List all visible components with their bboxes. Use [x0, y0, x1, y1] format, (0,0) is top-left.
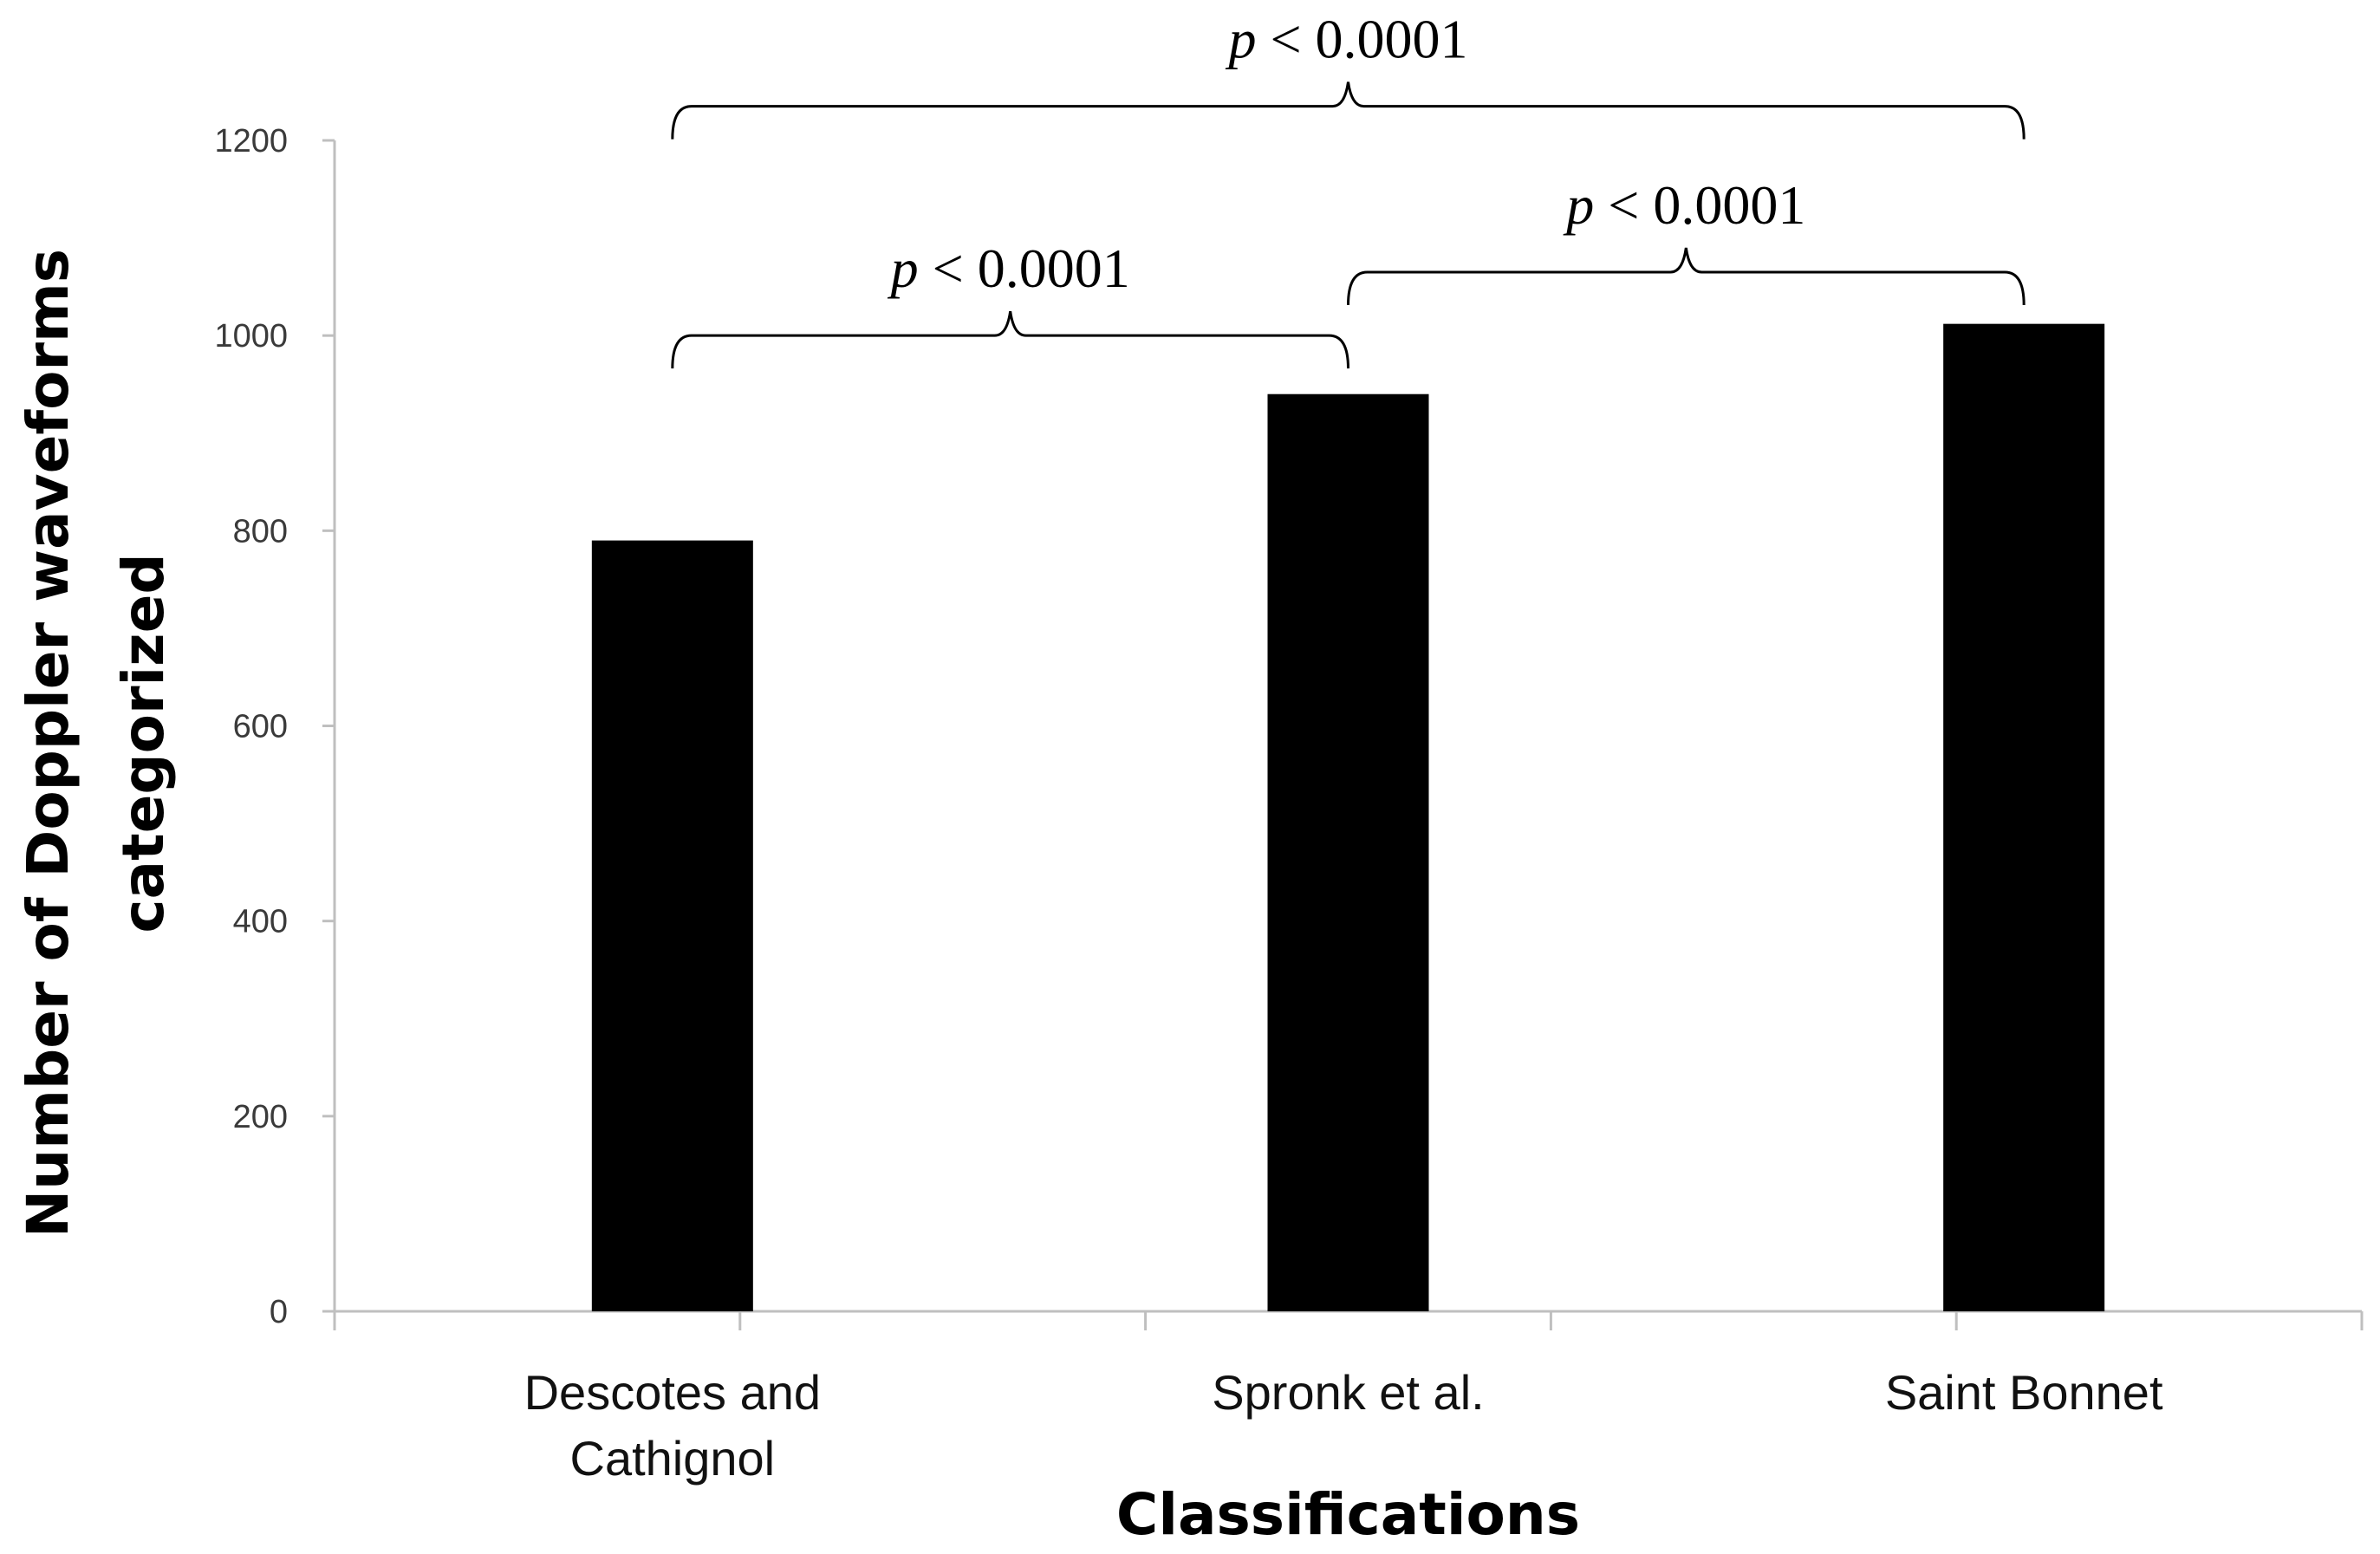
- x-axis: Descotes and Cathignol Spronk et al. Saint …: [333, 1310, 2364, 1486]
- y-tick-label: 0: [270, 1294, 288, 1330]
- significance-brace: [671, 310, 1349, 369]
- bar: [591, 540, 753, 1311]
- significance-label: p < 0.0001: [1225, 9, 1467, 70]
- p-value-text: < 0.0001: [1256, 9, 1467, 70]
- significance-brace: [671, 81, 2026, 140]
- y-axis-title: Number of Doppler waveforms categorized: [15, 249, 177, 1238]
- y-tick-label: 1000: [214, 318, 288, 354]
- p-value-text: < 0.0001: [1594, 174, 1805, 236]
- p-symbol: p: [1225, 9, 1256, 70]
- p-symbol: p: [1563, 174, 1594, 236]
- p-value-text: < 0.0001: [919, 237, 1130, 299]
- y-tick-label: 1200: [214, 123, 288, 159]
- significance-label: p < 0.0001: [1563, 174, 1805, 236]
- x-category-label: Spronk et al.: [1212, 1365, 1484, 1420]
- y-axis: 0 200 400 600 800 1000 1200: [214, 123, 336, 1330]
- axis-titles: Classifications Number of Doppler wavefor…: [15, 249, 1580, 1548]
- significance-label: p < 0.0001: [888, 237, 1130, 299]
- y-tick-label: 600: [233, 709, 288, 745]
- bar: [1943, 323, 2105, 1311]
- y-axis-title-line: Number of Doppler waveforms: [15, 249, 81, 1238]
- p-symbol: p: [888, 237, 919, 299]
- x-axis-title: Classifications: [1116, 1481, 1580, 1548]
- x-category-label: Descotes and: [524, 1365, 821, 1420]
- y-tick-label: 200: [233, 1099, 288, 1135]
- bar: [1267, 393, 1429, 1311]
- y-axis-title-line: categorized: [110, 553, 177, 933]
- x-category-label: Saint Bonnet: [1885, 1365, 2163, 1420]
- y-tick-label: 800: [233, 513, 288, 549]
- x-category-label: Cathignol: [570, 1431, 776, 1486]
- significance-brace: [1347, 247, 2026, 305]
- bars: [591, 323, 2105, 1311]
- y-tick-label: 400: [233, 904, 288, 940]
